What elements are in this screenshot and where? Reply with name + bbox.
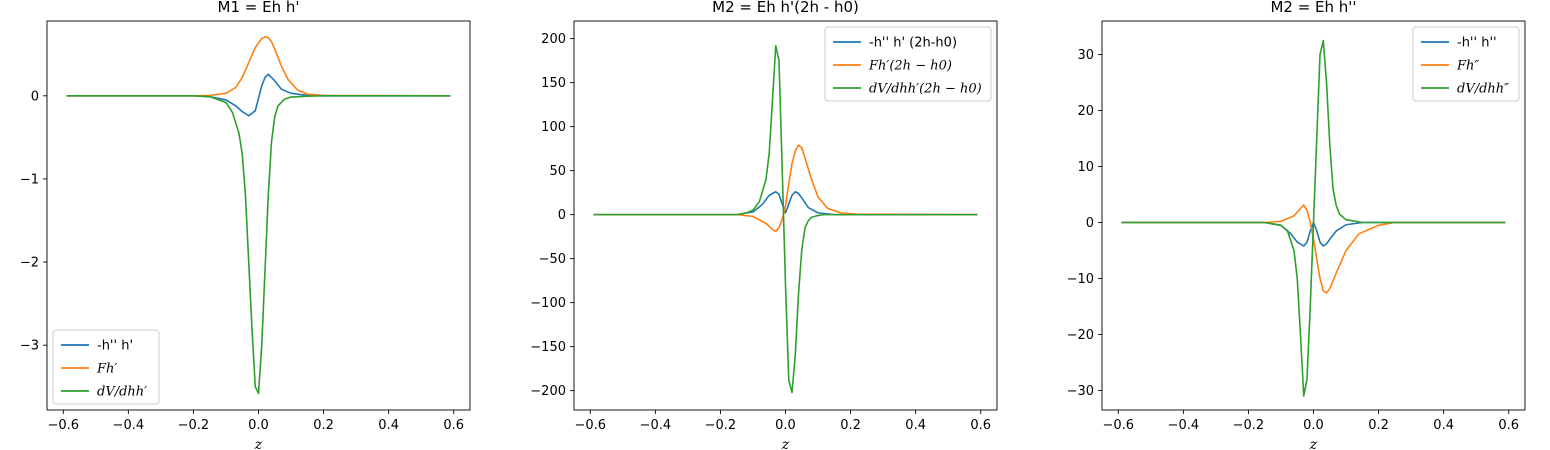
y-tick-label: −2 xyxy=(20,256,39,271)
y-tick-label: −3 xyxy=(20,339,39,354)
y-tick-label: 100 xyxy=(541,120,566,135)
y-tick-label: 0 xyxy=(558,208,566,223)
y-tick-label: 0 xyxy=(1086,216,1094,231)
x-tick-label: 0.4 xyxy=(378,418,399,433)
series-line-2 xyxy=(1121,204,1506,294)
legend-entry-2: Fh″ xyxy=(1456,59,1479,74)
legend-box xyxy=(52,329,160,405)
y-tick-label: 200 xyxy=(541,32,566,47)
series-line-1 xyxy=(1121,221,1506,247)
legend-entry-3: dV/dhh′ xyxy=(97,385,147,400)
y-tick-label: 10 xyxy=(1077,160,1094,175)
x-tick-label: 0.2 xyxy=(840,418,861,433)
x-tick-label: 0.4 xyxy=(1433,418,1454,433)
x-axis-label: z xyxy=(254,437,263,450)
legend-entry-1: -h'' h' (2h-h0) xyxy=(869,36,957,51)
legend-entry-1: -h'' h'' xyxy=(1457,36,1497,51)
x-tick-label: 0.0 xyxy=(248,418,269,433)
x-tick-label: −0.6 xyxy=(47,418,79,433)
x-tick-label: −0.6 xyxy=(574,418,606,433)
y-tick-label: −1 xyxy=(20,172,39,187)
x-tick-label: 0.6 xyxy=(1498,418,1519,433)
y-tick-label: −100 xyxy=(530,296,566,311)
x-tick-label: −0.2 xyxy=(178,418,210,433)
y-tick-label: −200 xyxy=(530,384,566,399)
chart-title: M2 = Eh h'(2h - h0) xyxy=(712,0,859,16)
chart-title: M2 = Eh h'' xyxy=(1270,0,1356,16)
series-line-1 xyxy=(66,73,451,117)
x-tick-label: 0.6 xyxy=(443,418,464,433)
x-tick-label: 0.2 xyxy=(313,418,334,433)
x-tick-label: −0.2 xyxy=(1233,418,1265,433)
legend: -h'' h' (2h-h0) Fh′(2h − h0) dV/dhh′(2h − … xyxy=(824,26,992,102)
x-axis-label: z xyxy=(781,437,790,450)
series-line-2 xyxy=(66,35,451,97)
legend-entry-3: dV/dhh″ xyxy=(1457,82,1509,97)
series-line-3 xyxy=(593,44,978,394)
y-tick-label: −150 xyxy=(530,340,566,355)
series-line-3 xyxy=(1121,39,1506,397)
panel-2: M2 = Eh h'(2h - h0) −0.6 −0.4 −0.2 0.0 0.2 0.4… xyxy=(530,0,998,450)
x-tick-label: 0.4 xyxy=(905,418,926,433)
x-tick-label: −0.2 xyxy=(705,418,737,433)
legend: -h'' h' Fh′ dV/dhh′ xyxy=(52,329,160,405)
x-tick-label: 0.0 xyxy=(775,418,796,433)
y-tick-label: 50 xyxy=(549,164,566,179)
x-axis-label: z xyxy=(1309,437,1318,450)
x-tick-label: −0.4 xyxy=(1168,418,1200,433)
y-tick-label: 0 xyxy=(31,89,39,104)
x-tick-label: −0.4 xyxy=(640,418,672,433)
y-tick-label: −50 xyxy=(539,252,566,267)
panel-3: M2 = Eh h'' −0.6 −0.4 −0.2 0.0 0.2 0.4 0.6 30 20 1… xyxy=(1067,0,1526,450)
x-tick-label: −0.6 xyxy=(1102,418,1134,433)
x-tick-label: 0.0 xyxy=(1303,418,1324,433)
legend-box xyxy=(1412,26,1520,102)
series-line-2 xyxy=(593,144,978,233)
legend-entry-2: Fh′ xyxy=(96,362,117,377)
series-line-1 xyxy=(593,190,978,216)
legend-entry-2: Fh′(2h − h0) xyxy=(868,59,952,74)
legend-entry-1: -h'' h' xyxy=(97,339,133,354)
panel-1: M1 = Eh h' −0.6 −0.4 −0.2 0.0 0.2 0.4 0.6 0 −1 −2 −… xyxy=(20,0,471,450)
x-tick-label: 0.2 xyxy=(1368,418,1389,433)
y-tick-label: 30 xyxy=(1077,48,1094,63)
series-line-3 xyxy=(66,95,451,395)
legend-entry-3: dV/dhh′(2h − h0) xyxy=(869,82,982,97)
x-tick-label: −0.4 xyxy=(113,418,145,433)
y-tick-label: −20 xyxy=(1067,328,1094,343)
legend: -h'' h'' Fh″ dV/dhh″ xyxy=(1412,26,1520,102)
y-tick-label: −30 xyxy=(1067,384,1094,399)
chart-title: M1 = Eh h' xyxy=(218,0,300,16)
x-tick-label: 0.6 xyxy=(970,418,991,433)
legend-box xyxy=(824,26,992,102)
y-tick-label: −10 xyxy=(1067,272,1094,287)
y-tick-label: 20 xyxy=(1077,104,1094,119)
y-tick-label: 150 xyxy=(541,76,566,91)
